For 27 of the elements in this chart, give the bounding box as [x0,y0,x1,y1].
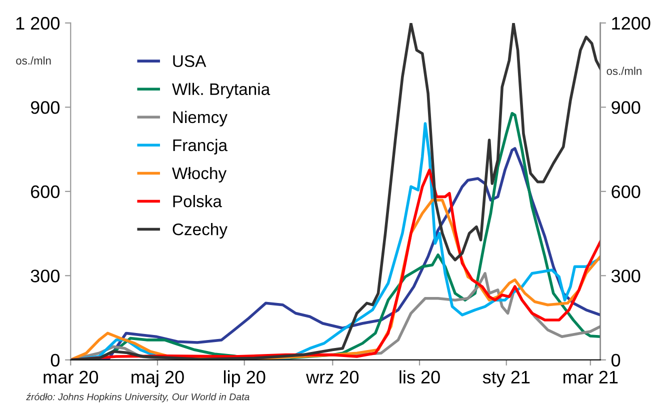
x-tick-label: lis 20 [400,370,440,384]
x-tick-label: lip 20 [224,370,266,388]
y2-tick-label: 600 [612,185,640,198]
y2-tick-label: 300 [611,270,640,282]
x-tick-label: wrz 20 [306,370,359,384]
y-tick-label: 0 [50,354,60,367]
legend-label: Wlk. Brytania [172,82,270,98]
y-tick-label: 1 200 [16,16,60,30]
y-axis-title: os./mln [16,56,51,65]
legend-label: Polska [173,195,222,208]
x-tick-label: mar 21 [564,370,618,384]
x-tick-label: mar 20 [44,370,98,384]
legend-label: Francja [173,138,228,154]
y2-tick-label: 900 [612,101,640,114]
y-tick-label: 900 [30,101,60,114]
legend-label: Niemcy [173,110,228,126]
text: źródło: Johns Hopkins University, Our World in Data [26,393,250,402]
legend-label: Czechy [172,223,228,239]
y2-tick-label: 1200 [612,16,650,30]
y2-axis-title: os./mln [606,66,642,75]
y-tick-label: 600 [31,185,60,198]
x-tick-label: maj 20 [132,370,184,388]
legend-label: Włochy [172,166,227,182]
legend-label: USA [173,55,206,68]
y-tick-label: 300 [30,270,60,282]
x-tick-label: sty 21 [482,370,530,388]
y2-tick-label: 0 [611,354,620,367]
